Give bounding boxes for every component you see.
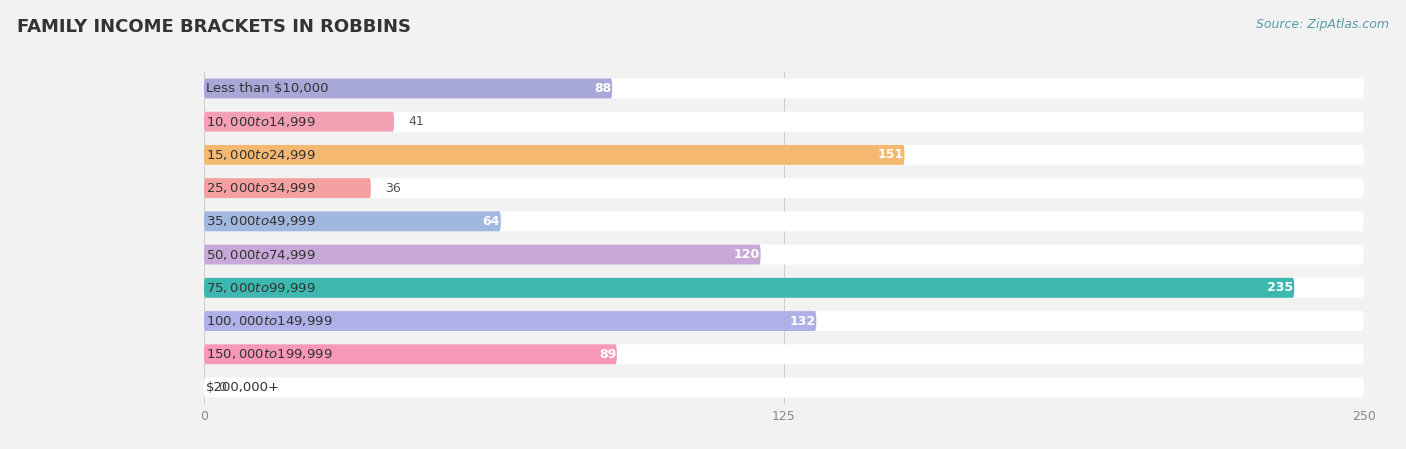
FancyBboxPatch shape (204, 145, 904, 165)
Text: $200,000+: $200,000+ (205, 381, 280, 394)
Text: 36: 36 (385, 182, 401, 194)
FancyBboxPatch shape (204, 344, 617, 364)
Text: Less than $10,000: Less than $10,000 (205, 82, 329, 95)
FancyBboxPatch shape (204, 245, 1364, 264)
Text: $150,000 to $199,999: $150,000 to $199,999 (205, 347, 332, 361)
Text: $10,000 to $14,999: $10,000 to $14,999 (205, 114, 315, 129)
Text: $35,000 to $49,999: $35,000 to $49,999 (205, 214, 315, 229)
FancyBboxPatch shape (204, 278, 1364, 298)
Text: $75,000 to $99,999: $75,000 to $99,999 (205, 281, 315, 295)
FancyBboxPatch shape (204, 245, 761, 264)
Text: 89: 89 (599, 348, 616, 361)
Text: 235: 235 (1267, 282, 1294, 294)
Text: $15,000 to $24,999: $15,000 to $24,999 (205, 148, 315, 162)
Text: 132: 132 (790, 315, 815, 327)
FancyBboxPatch shape (204, 112, 1364, 132)
Text: 151: 151 (877, 149, 904, 161)
Text: 64: 64 (482, 215, 501, 228)
FancyBboxPatch shape (204, 178, 371, 198)
FancyBboxPatch shape (204, 178, 1364, 198)
Text: $50,000 to $74,999: $50,000 to $74,999 (205, 247, 315, 262)
FancyBboxPatch shape (204, 211, 1364, 231)
FancyBboxPatch shape (204, 311, 1364, 331)
Text: $25,000 to $34,999: $25,000 to $34,999 (205, 181, 315, 195)
FancyBboxPatch shape (204, 79, 612, 98)
Text: Source: ZipAtlas.com: Source: ZipAtlas.com (1256, 18, 1389, 31)
Text: $100,000 to $149,999: $100,000 to $149,999 (205, 314, 332, 328)
Text: 88: 88 (595, 82, 612, 95)
FancyBboxPatch shape (204, 378, 1364, 397)
FancyBboxPatch shape (204, 311, 817, 331)
FancyBboxPatch shape (204, 145, 1364, 165)
Text: 0: 0 (218, 381, 226, 394)
FancyBboxPatch shape (204, 79, 1364, 98)
FancyBboxPatch shape (204, 278, 1294, 298)
FancyBboxPatch shape (204, 112, 394, 132)
Text: 120: 120 (734, 248, 761, 261)
FancyBboxPatch shape (204, 344, 1364, 364)
FancyBboxPatch shape (204, 211, 501, 231)
Text: FAMILY INCOME BRACKETS IN ROBBINS: FAMILY INCOME BRACKETS IN ROBBINS (17, 18, 411, 36)
Text: 41: 41 (408, 115, 423, 128)
